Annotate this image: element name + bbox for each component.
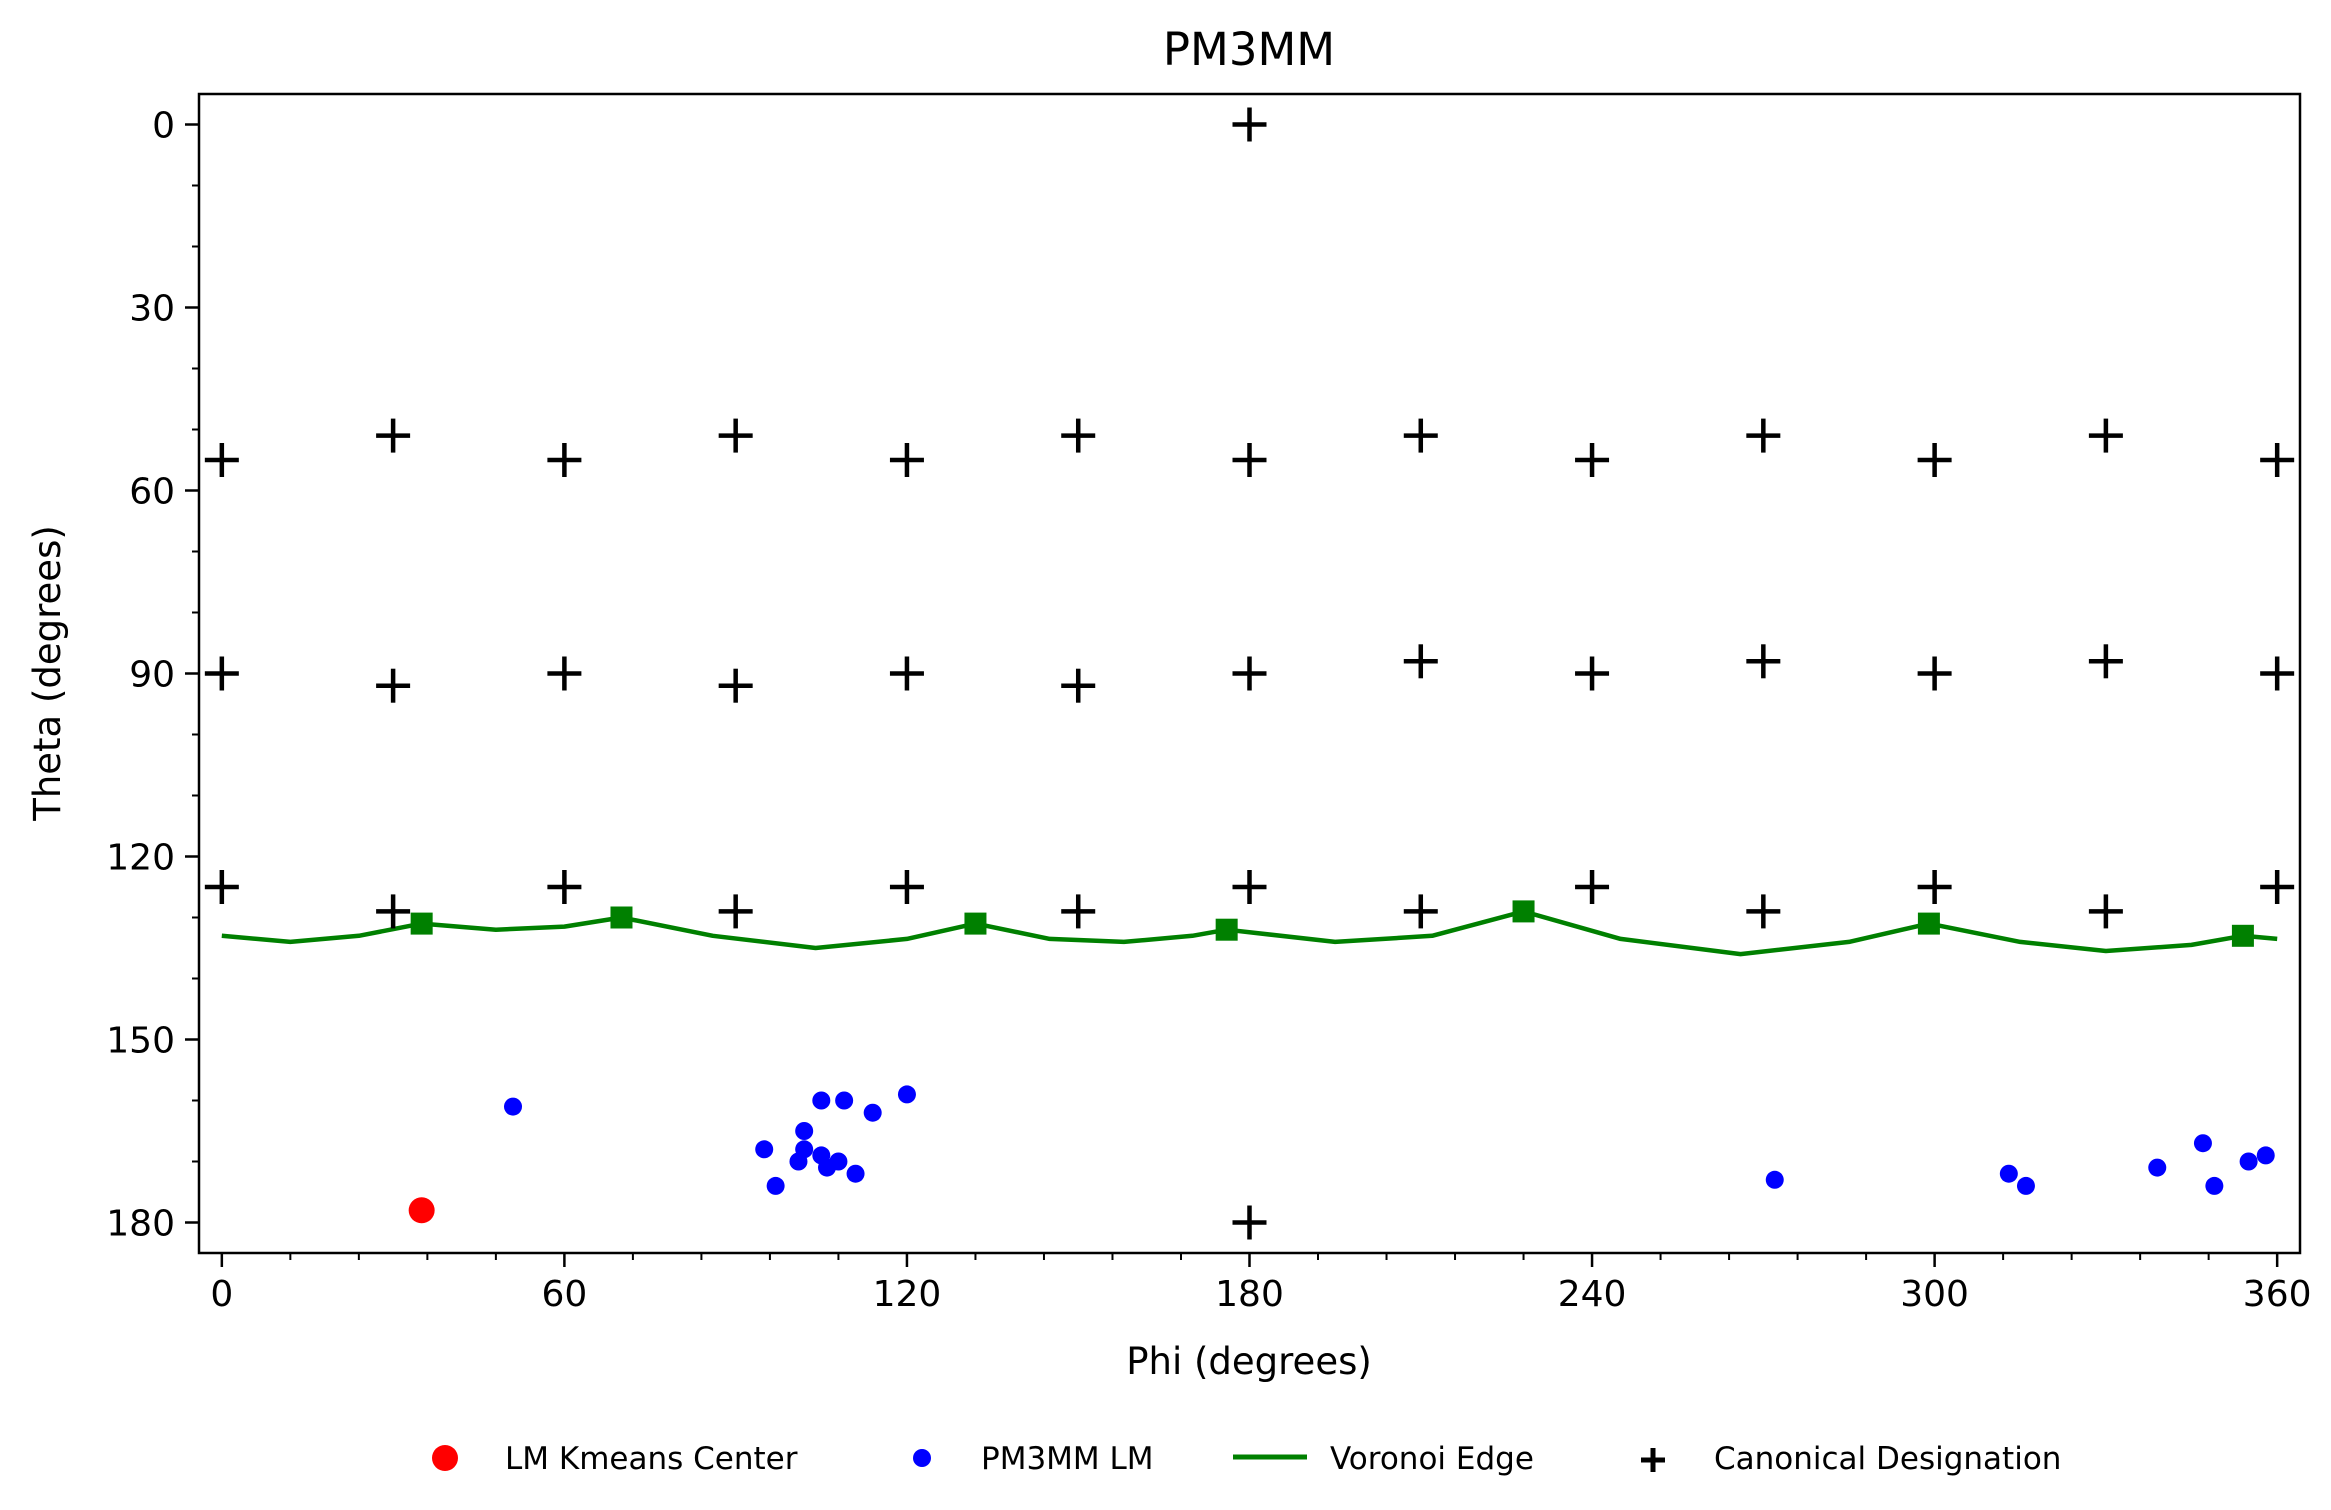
x-tick-label: 300	[1900, 1274, 1969, 1315]
pm3mm-lm-point	[1999, 1164, 2018, 1183]
canonical-designation-marker	[718, 668, 753, 703]
legend-label-canonical-designation: Canonical Designation	[1714, 1441, 2061, 1477]
pm3mm-lm-point	[2193, 1134, 2212, 1153]
canonical-designation-marker	[718, 418, 753, 453]
canonical-designation-marker	[1403, 418, 1438, 453]
canonical-designation-marker	[2260, 656, 2295, 691]
pm3mm-lm-point	[504, 1097, 523, 1116]
canonical-designation-marker	[1575, 443, 1610, 477]
canonical-designation-marker	[1746, 418, 1781, 453]
legend-marker-pm3mm-lm	[913, 1449, 931, 1467]
y-tick-label: 120	[106, 838, 175, 879]
voronoi-vertex-marker	[2231, 924, 2254, 947]
y-tick-label: 150	[106, 1021, 175, 1062]
x-tick-label: 360	[2243, 1274, 2312, 1315]
canonical-designation-marker	[547, 656, 582, 691]
x-tick-label: 0	[210, 1274, 233, 1315]
canonical-designation-marker	[2260, 870, 2295, 904]
canonical-designation-marker	[889, 870, 924, 904]
canonical-designation-marker	[889, 656, 924, 691]
canonical-designation-marker	[1746, 644, 1781, 679]
x-axis-label: Phi (degrees)	[1126, 1340, 1372, 1383]
canonical-designation-marker	[1746, 894, 1781, 929]
canonical-designation-marker	[1917, 656, 1952, 691]
canonical-designation-marker	[2260, 443, 2295, 477]
canonical-designation-marker	[204, 870, 239, 904]
canonical-designation-marker	[1232, 443, 1267, 477]
pm3mm-lm-point	[835, 1091, 854, 1110]
canonical-designation-marker	[1232, 1205, 1267, 1240]
y-tick-label: 30	[129, 289, 175, 330]
voronoi-vertex-marker	[1215, 918, 1238, 941]
canonical-designation-marker	[1575, 870, 1610, 904]
y-tick-label: 180	[106, 1204, 175, 1245]
voronoi-vertex-marker	[1512, 900, 1535, 923]
canonical-designation-marker	[1917, 870, 1952, 904]
pm3mm-lm-point	[897, 1085, 916, 1104]
canonical-designation-marker	[718, 894, 753, 929]
pm3mm-lm-point	[755, 1140, 774, 1159]
pm3mm-lm-point	[2016, 1176, 2035, 1195]
pm3mm-lm-point	[2256, 1146, 2275, 1165]
kmeans-center-point	[408, 1197, 435, 1224]
legend-label-voronoi-edge: Voronoi Edge	[1330, 1441, 1534, 1477]
axes: 0 60 120 180 240 300 360 0 30 60 90 120 150 180	[106, 92, 2312, 1315]
plot-area	[204, 107, 2295, 1240]
pm3mm-lm-point	[766, 1176, 785, 1195]
pm3mm-lm-point	[829, 1152, 848, 1171]
y-tick-label: 60	[129, 472, 175, 513]
legend-label-kmeans-center: LM Kmeans Center	[505, 1441, 798, 1477]
canonical-designation-marker	[376, 894, 411, 929]
x-tick-label: 240	[1558, 1274, 1627, 1315]
canonical-designation-marker	[376, 418, 411, 453]
canonical-designation-marker	[1232, 656, 1267, 691]
canonical-designation-marker	[204, 656, 239, 691]
voronoi-vertex-marker	[610, 906, 633, 929]
pm3mm-lm-point	[2239, 1152, 2258, 1171]
legend-label-pm3mm-lm: PM3MM LM	[981, 1441, 1154, 1477]
canonical-designation-marker	[1232, 107, 1267, 142]
canonical-designation-marker	[889, 443, 924, 477]
legend-marker-canonical-designation	[1641, 1448, 1665, 1472]
canonical-designation-marker	[547, 870, 582, 904]
canonical-designation-marker	[1232, 870, 1267, 904]
canonical-designation-marker	[204, 443, 239, 477]
y-tick-label: 90	[129, 655, 175, 696]
x-tick-label: 180	[1215, 1274, 1284, 1315]
voronoi-vertex-marker	[410, 912, 433, 935]
canonical-designation-marker	[1061, 418, 1096, 453]
legend: LM Kmeans Center PM3MM LM Voronoi Edge C…	[432, 1441, 2061, 1477]
legend-marker-kmeans-center	[432, 1445, 458, 1471]
x-tick-label: 60	[541, 1274, 587, 1315]
x-tick-label: 120	[873, 1274, 942, 1315]
voronoi-edge-line	[221, 909, 2278, 957]
canonical-designation-marker	[1575, 656, 1610, 691]
pm3mm-lm-point	[795, 1140, 814, 1159]
canonical-designation-marker	[2088, 894, 2123, 929]
y-axis-label: Theta (degrees)	[26, 525, 69, 822]
canonical-designation-marker	[376, 668, 411, 703]
pm3mm-lm-point	[795, 1122, 814, 1140]
canonical-designation-marker	[2088, 644, 2123, 679]
y-tick-label: 0	[152, 106, 175, 147]
canonical-designation-marker	[547, 443, 582, 477]
pm3mm-lm-point	[846, 1164, 865, 1183]
canonical-designation-marker	[1061, 668, 1096, 703]
pm3mm-lm-point	[1765, 1170, 1784, 1189]
pm3mm-lm-point	[2148, 1158, 2167, 1177]
pm3mm-lm-point	[2205, 1176, 2224, 1195]
canonical-designation-marker	[1403, 894, 1438, 929]
pm3mm-lm-point	[812, 1091, 831, 1110]
canonical-designation-marker	[1403, 644, 1438, 679]
voronoi-vertex-marker	[1917, 912, 1940, 935]
chart-title: PM3MM	[1163, 23, 1335, 76]
pm3mm-lm-point	[863, 1103, 882, 1122]
canonical-designation-marker	[2088, 418, 2123, 453]
canonical-designation-marker	[1061, 894, 1096, 929]
voronoi-vertex-marker	[964, 912, 987, 935]
canonical-designation-marker	[1917, 443, 1952, 477]
